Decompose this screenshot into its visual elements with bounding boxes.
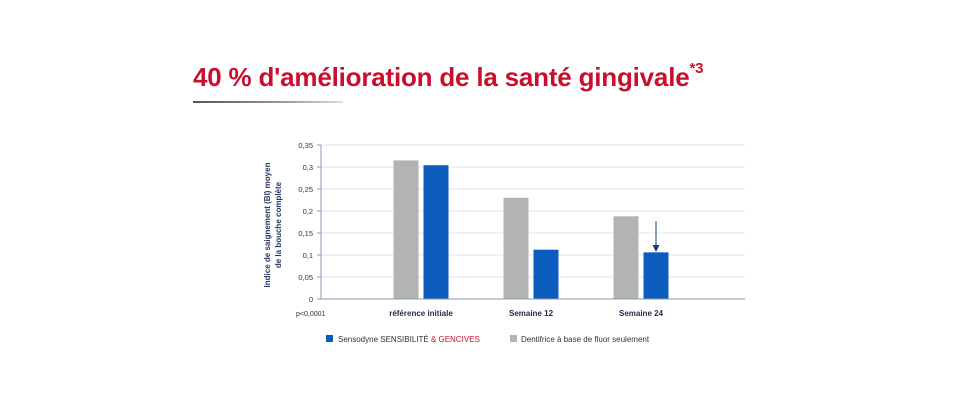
y-axis-label-line1: Indice de saignement (BI) moyen bbox=[263, 162, 272, 287]
legend-label-fluoride: Dentifrice à base de fluor seulement bbox=[521, 335, 650, 344]
y-tick-label: 0,05 bbox=[298, 273, 313, 282]
headline-text: 40 % d'amélioration de la santé gingival… bbox=[193, 62, 690, 92]
bar-fluoride bbox=[503, 197, 529, 299]
y-tick-label: 0,3 bbox=[303, 163, 313, 172]
p-value-label: p<0,0001 bbox=[296, 311, 325, 318]
chart-headline: 40 % d'amélioration de la santé gingival… bbox=[193, 60, 704, 93]
y-tick-label: 0,2 bbox=[303, 207, 313, 216]
y-axis-ticks: 0,35 0,3 0,25 0,2 0,15 0,1 0,05 0 bbox=[298, 141, 321, 304]
y-tick-label: 0,1 bbox=[303, 251, 313, 260]
y-tick-label: 0,35 bbox=[298, 141, 313, 150]
legend-swatch-sensodyne bbox=[326, 335, 333, 342]
legend-label-sensodyne: Sensodyne SENSIBILITÉ & GENCIVES bbox=[338, 335, 480, 344]
bar-sensodyne bbox=[643, 252, 669, 299]
x-axis-labels: référence initiale Semaine 12 Semaine 24 bbox=[389, 309, 663, 318]
bar-fluoride bbox=[613, 216, 639, 299]
bar-fluoride bbox=[393, 160, 419, 299]
bar-sensodyne bbox=[533, 249, 559, 299]
legend: Sensodyne SENSIBILITÉ & GENCIVES Dentifr… bbox=[326, 335, 650, 344]
x-tick-label: Semaine 12 bbox=[509, 309, 554, 318]
y-tick-label: 0,25 bbox=[298, 185, 313, 194]
x-tick-label: référence initiale bbox=[389, 309, 453, 318]
headline-underline bbox=[193, 101, 343, 103]
legend-swatch-fluoride bbox=[510, 335, 517, 342]
y-tick-label: 0,15 bbox=[298, 229, 313, 238]
annotation-arrow bbox=[652, 221, 660, 252]
bars bbox=[393, 160, 669, 299]
y-axis-label-line2: de la bouche complète bbox=[274, 181, 283, 268]
y-tick-label: 0 bbox=[309, 295, 313, 304]
gridlines bbox=[321, 144, 745, 278]
headline-footnote-mark: *3 bbox=[689, 60, 704, 77]
bar-sensodyne bbox=[423, 165, 449, 299]
x-tick-label: Semaine 24 bbox=[619, 309, 664, 318]
